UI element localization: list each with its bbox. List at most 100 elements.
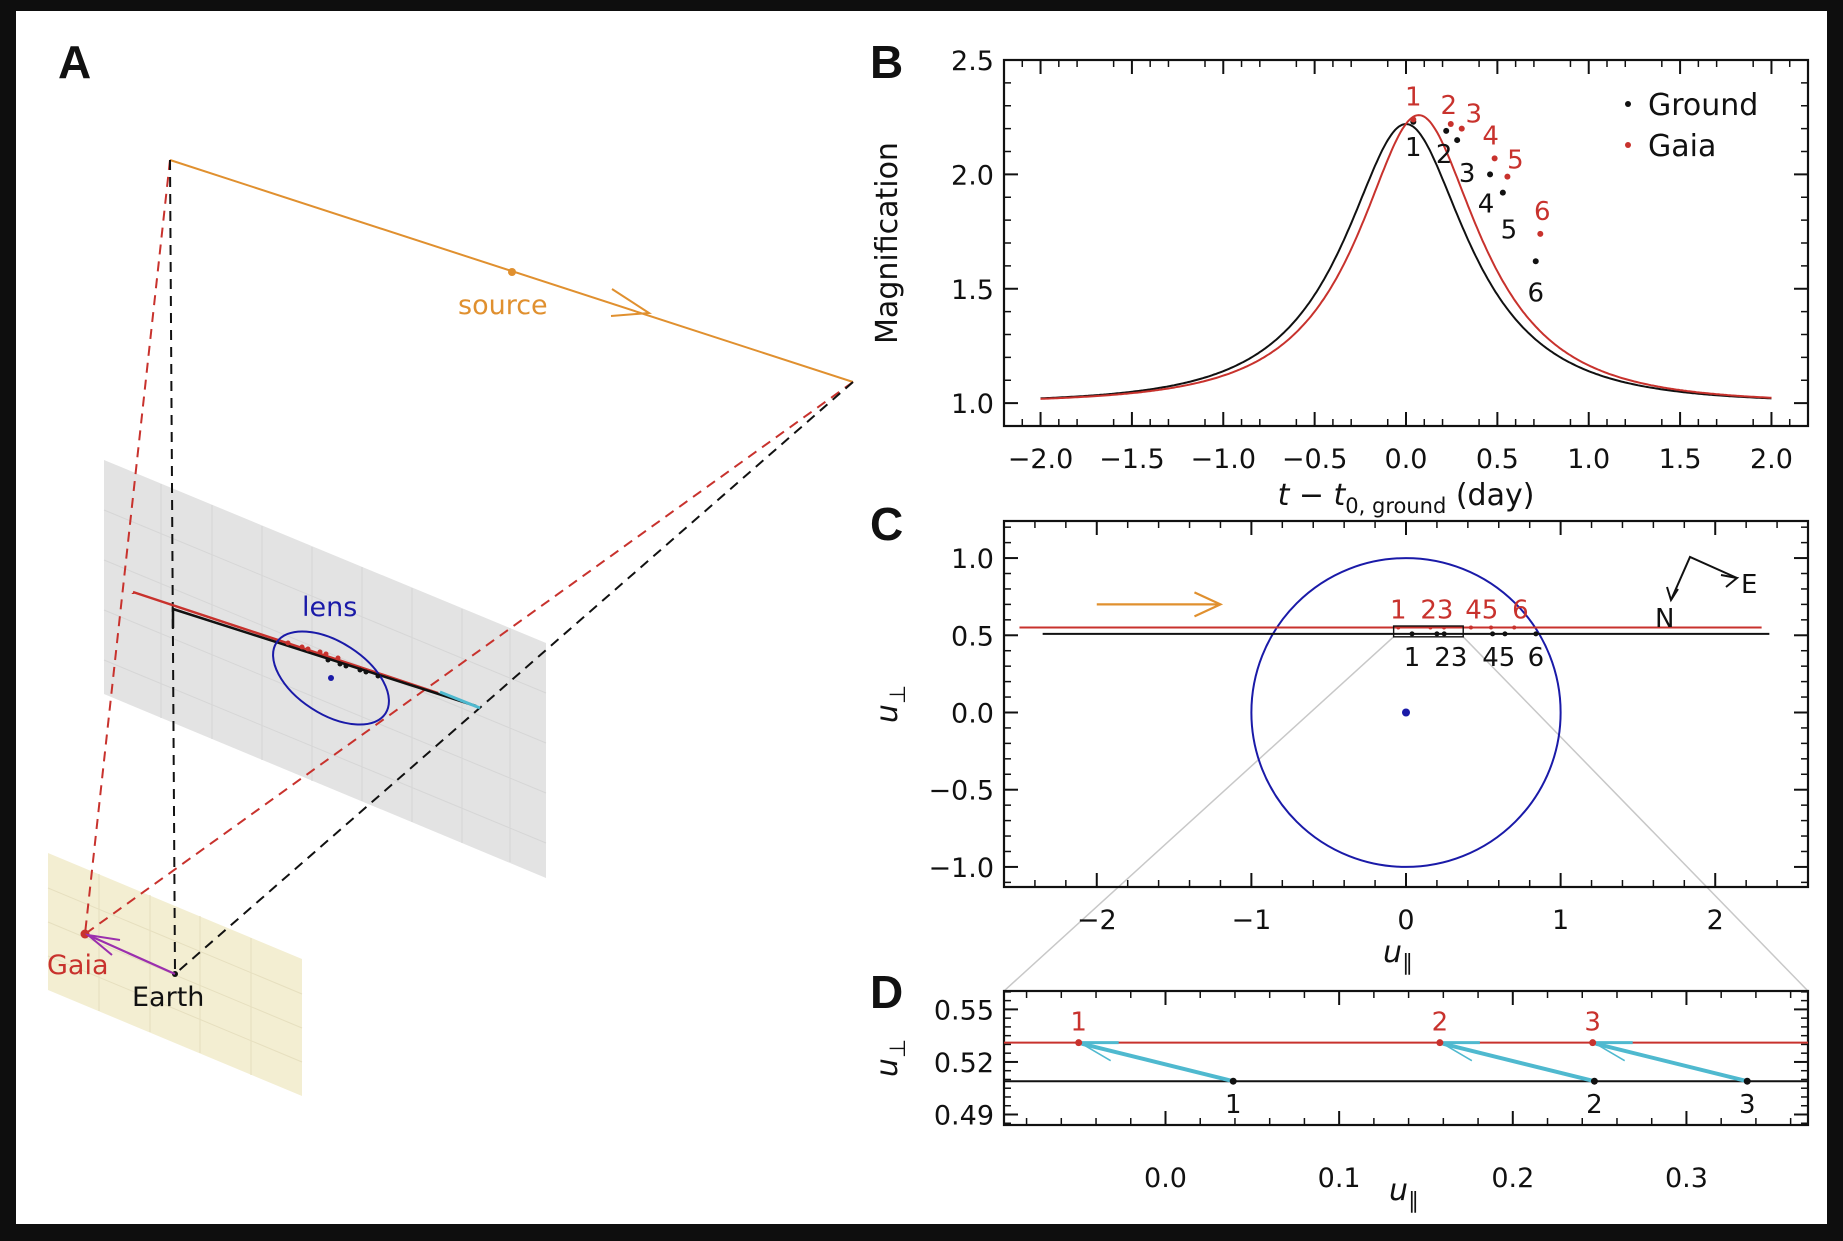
ground-trajectory-point [1490,631,1496,637]
legend-gaia-marker [1625,142,1631,148]
compass-north-arrowhead [1666,586,1679,603]
ground-data-point [1743,1077,1751,1085]
lens-plane [104,460,546,878]
legend-ground-marker [1625,101,1631,107]
x-tick-label: −1 [1231,905,1271,936]
source-direction-arrow [610,288,653,317]
gaia-point-label: 2 [1440,91,1457,121]
panel-letter-a: A [58,36,91,88]
einstein-ring-projected [272,630,390,726]
gaia-point-label: 2 [1432,1008,1449,1038]
panel-d-zoomed-trajectory: D 0.0 0.1 0.2 0.3 0.49 0.52 0.55 1 1 2 2 3 3 u∥ u⊥ [870,966,1810,1214]
figure-canvas: A source [16,11,1827,1224]
earth-to-gaia-arrowhead [84,933,121,956]
y-tick-label: 0.55 [934,995,994,1026]
gaia-trajectory-point [1512,625,1517,630]
lens-plane-grid [103,484,547,862]
ground-data-point [1454,137,1461,144]
x-axis-label: t − t0, ground (day) [1278,478,1535,518]
panel-b-light-curve: B −2.0 −1.5 −1.0 −0.5 0.0 0.5 1.0 1.5 2.0 1.0 1.5 2.… [870,36,1810,518]
lens-position [328,675,334,681]
y-axis-label: u⊥ [870,1039,911,1077]
lens-position [1402,708,1410,717]
plot-frame [1002,519,1810,889]
legend-ground-label: Ground [1648,88,1758,123]
source-label: source [458,290,548,321]
gaia-point-label: 23 [1420,595,1453,625]
gaia-sight-lines [84,159,854,935]
gaia-trajectory-on-lens-plane [132,590,439,695]
ground-point-label: 1 [1404,643,1421,673]
compass-north-label: N [1655,604,1674,634]
ground-point-label: 45 [1482,643,1515,673]
ground-point-label: 2 [1586,1090,1603,1120]
ground-trajectory-point [1409,631,1415,637]
einstein-ring [1250,557,1562,868]
x-tick-label: −1.5 [1099,444,1165,475]
gaia-data-point [1458,125,1465,132]
gaia-data-point [1075,1039,1083,1047]
ground-point-label: 1 [1225,1090,1242,1120]
ground-point-label: 3 [1739,1090,1756,1120]
earth-sight-lines [169,159,854,975]
arrowhead-lower [1442,1043,1473,1062]
x-tick-label: 0.5 [1476,444,1519,475]
gaia-point-label: 5 [1507,146,1524,176]
light-curve-ground [1040,122,1772,400]
ground-trajectory-point [1441,631,1447,637]
x-tick-label: 2.0 [1750,444,1793,475]
ground-point-label: 6 [1527,278,1544,308]
gaia-point-label: 1 [1070,1008,1087,1038]
x-axis-label: u∥ [1389,1173,1419,1214]
gaia-point-label: 1 [1390,595,1407,625]
y-tick-label: 0.49 [934,1100,994,1131]
y-axis-label: Magnification [870,142,905,344]
source-arrowhead [1194,591,1224,618]
ground-data-point [1487,171,1494,178]
earth-to-gaia-arrow [87,933,176,976]
gaia-point-label: 3 [1584,1008,1601,1038]
figure-svg: A source [47,36,1810,1214]
gaia-point-label: 45 [1465,595,1498,625]
legend-gaia-label: Gaia [1648,129,1716,164]
ground-data-point [1532,258,1539,265]
y-tick-label: 2.0 [951,160,994,191]
x-tick-label: 0 [1397,905,1414,936]
x-tick-label: −2 [1077,905,1117,936]
x-axis-label: u∥ [1383,935,1413,976]
parallax-displacement-arrow [1442,1041,1595,1084]
panel-c-lens-plane-trajectory: C −2 −1 0 1 2 −1.0 −0.5 0.0 0.5 1.0 1 23 45 6 1 23 45 6 E Nu… [870,498,1810,976]
y-tick-label: 0.52 [934,1048,994,1079]
x-tick-label: 0.0 [1144,1163,1187,1194]
ground-point-label: 2 [1436,140,1453,170]
ground-point-label: 6 [1528,643,1545,673]
ground-trajectory-point [1502,631,1508,637]
gaia-data-point [1410,116,1417,123]
gaia-data-point [1537,230,1544,237]
x-tick-label: −1.0 [1190,444,1256,475]
zoom-region-box [1392,625,1464,638]
ground-data-point [1229,1077,1237,1085]
y-tick-label: 1.5 [951,275,994,306]
lens-label: lens [302,592,357,623]
gaia-point-label: 3 [1465,100,1482,130]
plot-frame [1002,989,1810,1127]
y-axis-label: u⊥ [870,685,911,723]
gaia-trajectory-points [285,640,341,661]
ground-trajectory-on-lens-plane [171,607,477,708]
y-tick-label: 1.0 [951,544,994,575]
light-curve-gaia [1040,114,1772,400]
gaia-data-point [1447,121,1454,128]
arrowhead-lower [1595,1043,1626,1062]
zoom-guide-right [1462,636,1809,992]
ground-point-label: 23 [1434,643,1467,673]
x-tick-label: 0.0 [1385,444,1428,475]
panel-letter-d: D [870,966,903,1018]
x-tick-label: 1.5 [1659,444,1702,475]
gaia-data-point [1504,173,1511,180]
x-tick-label: −2.0 [1008,444,1074,475]
gaia-label: Gaia [47,950,109,981]
compass-east-label: E [1741,570,1757,600]
parallax-displacement-arrow [1595,1041,1748,1084]
ground-point-label: 5 [1501,216,1518,246]
